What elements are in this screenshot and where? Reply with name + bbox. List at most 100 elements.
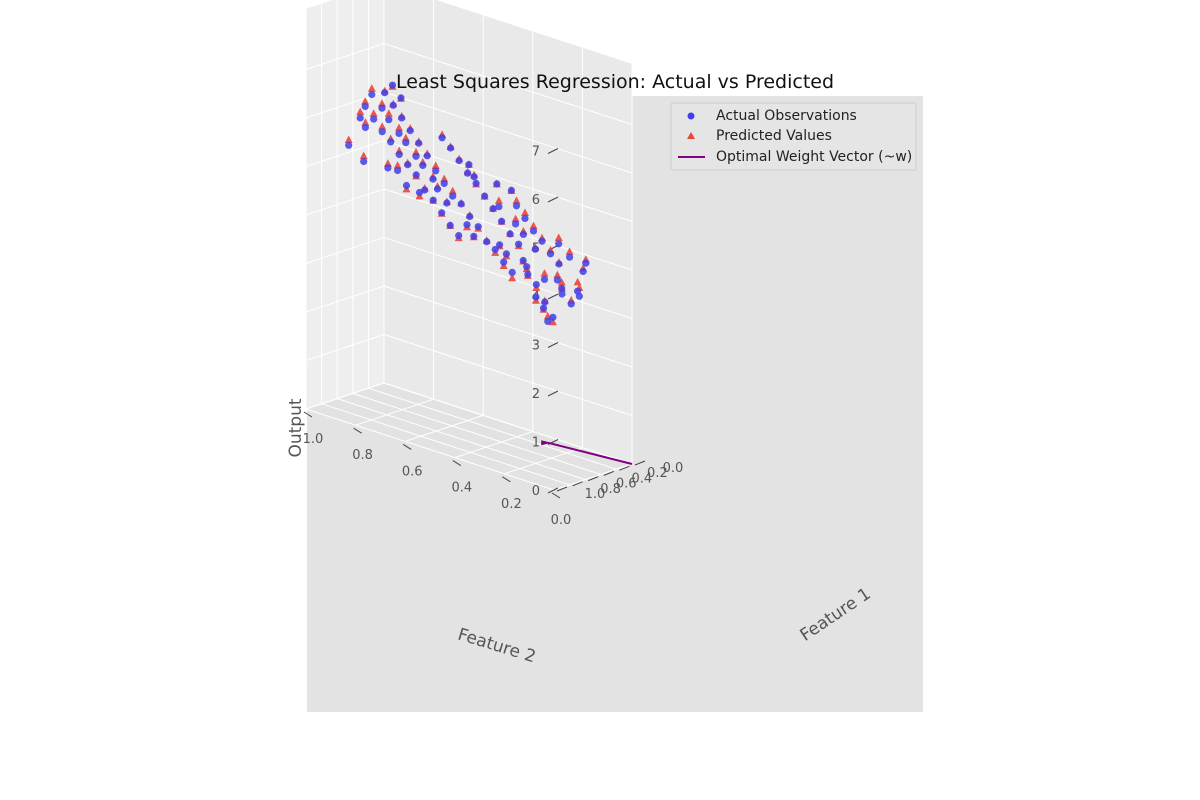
weight-vector-arrowhead [541,440,552,446]
x-tick-label-3: 0.6 [616,477,637,492]
predicted-point-18 [440,174,449,183]
grid-back-z-1 [383,334,633,416]
actual-point-42 [498,217,506,225]
actual-point-6 [524,270,532,278]
grid-side-z-1 [305,334,385,361]
z-tick-6 [547,196,559,203]
actual-point-21 [415,139,423,147]
grid-back-z-0 [383,382,633,465]
grid-back-z-7 [383,43,633,125]
actual-point-71 [402,139,410,147]
grid-side-z-2 [305,285,385,313]
actual-point-1 [544,317,552,325]
predicted-point-9 [540,269,549,277]
actual-point-38 [370,115,378,123]
x-tick-2 [603,470,614,476]
grid-back-z-3 [383,237,633,319]
weight-vector-line [547,441,633,465]
predicted-point-89 [344,135,353,143]
predicted-point-0 [548,317,557,326]
actual-point-87 [384,164,392,172]
predicted-point-53 [529,221,538,230]
actual-point-48 [447,144,455,152]
y-tick-3-label: 0.6 [402,464,423,479]
predicted-point-17 [448,186,457,195]
legend-actual-marker [687,112,695,120]
y-tick-5-label: 1.0 [303,432,324,447]
actual-point-29 [446,221,454,229]
actual-point-25 [381,89,389,97]
grid-back-z-4 [383,188,633,271]
actual-point-31 [429,196,437,204]
actual-point-78 [493,180,501,188]
predicted-point-73 [384,109,393,117]
predicted-point-93 [565,247,574,255]
actual-point-41 [506,230,514,238]
actual-point-55 [512,202,521,210]
actual-point-72 [395,129,403,137]
y-tick-1 [502,476,511,483]
actual-point-24 [389,101,397,109]
y-tick-2-label: 0.4 [451,481,472,496]
predicted-point-82 [511,214,520,223]
actual-point-22 [406,127,414,135]
actual-point-16 [457,200,465,208]
grid-floor-x-4 [321,403,570,486]
actual-point-12 [491,245,499,254]
x-tick-label-4: 0.8 [600,482,621,497]
z-tick-label-3: 3 [532,339,540,354]
z-tick-4 [547,293,559,300]
grid-side-z-3 [305,237,385,264]
actual-point-91 [356,114,364,122]
actual-point-89 [345,141,353,149]
z-tick-2 [547,390,559,397]
actual-point-57 [558,290,566,298]
grid-layer [305,0,633,491]
predicted-point-37 [378,122,387,130]
x-tick-3 [588,476,599,482]
predicted-point-61 [573,277,582,286]
actual-point-50 [555,260,563,268]
y-tick-2 [452,460,462,467]
grid-floor-y-0 [553,463,633,491]
actual-point-68 [429,175,437,183]
actual-point-79 [507,186,515,194]
grid-side-z-4 [305,188,385,216]
actual-point-46 [464,169,472,177]
y-tick-0 [551,492,561,499]
actual-point-7 [523,263,531,271]
actual-point-61 [574,287,582,295]
actual-point-81 [519,230,528,238]
y-tick-5 [303,411,313,418]
predicted-point-86 [393,161,402,169]
actual-point-45 [472,179,480,187]
grid-floor-y-2 [454,431,533,459]
predicted-point-39 [361,97,370,105]
actual-point-14 [474,223,482,231]
x-tick-label-2: 0.4 [631,471,652,486]
grid-side-z-0 [305,382,385,410]
z-tick-0 [547,487,559,494]
predicted-point-74 [378,99,386,107]
y-tick-0-label: 0.0 [551,513,572,528]
legend: Actual Observations Predicted Values Opt… [670,102,917,171]
actual-point-84 [433,185,442,193]
y-tick-1-label: 0.2 [501,497,522,512]
actual-point-19 [432,167,440,175]
z-tick-label-2: 2 [532,387,540,402]
actual-point-52 [538,237,546,245]
grid-floor-x-5 [305,408,555,491]
actual-point-58 [558,284,566,292]
actual-point-23 [398,114,406,122]
predicted-point-94 [554,233,563,241]
actual-point-86 [394,166,402,175]
chart-title: Least Squares Regression: Actual vs Pred… [396,71,834,93]
actual-point-5 [532,281,540,289]
actual-point-90 [361,123,369,132]
actual-point-4 [541,298,549,306]
actual-point-94 [555,240,563,248]
z-axis-label: Output [286,398,306,457]
predicted-point-75 [367,84,376,92]
actual-point-70 [412,152,420,160]
